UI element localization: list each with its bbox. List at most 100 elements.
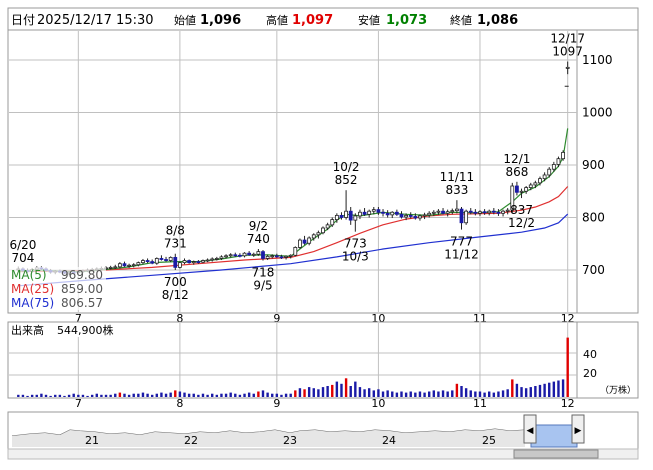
volume-bar (155, 393, 159, 397)
volume-bar (303, 389, 306, 397)
candle-body (551, 164, 556, 170)
candle (228, 253, 233, 258)
candle (487, 209, 492, 216)
candle-body (145, 260, 150, 262)
candle-body (270, 255, 275, 258)
candle-body (459, 208, 464, 224)
candle (551, 161, 556, 172)
candle (214, 256, 219, 261)
volume-bar (372, 390, 375, 397)
candle-body (321, 227, 325, 234)
candle (482, 209, 487, 215)
annotation-date: 6/20 (9, 238, 36, 252)
volume-bar (427, 391, 431, 397)
candle (284, 255, 288, 260)
annotation-date: 777 (450, 235, 473, 249)
candle-body (454, 208, 459, 212)
candle (348, 207, 353, 225)
candle (422, 212, 427, 220)
volume-bar (344, 378, 348, 397)
volume-bar (418, 391, 422, 397)
annotation-price: 8/12 (162, 288, 189, 302)
high-label: 高値 (266, 13, 288, 27)
volume-bar (238, 394, 242, 397)
candle-body (538, 178, 542, 184)
candle (445, 209, 450, 217)
candle-body (547, 168, 552, 176)
annotation-price: 731 (164, 237, 187, 251)
volume-bar (561, 379, 565, 397)
candle-body (141, 260, 145, 264)
navigator-left-handle-box[interactable] (523, 414, 537, 444)
candle-body (371, 209, 376, 212)
candle-body (205, 259, 210, 262)
volume-tick-40: 40 (583, 348, 597, 361)
close-label: 終値 (450, 13, 472, 27)
annotation-price: 740 (247, 232, 270, 246)
candle-body (441, 210, 445, 214)
volume-bar (21, 394, 25, 397)
volume-bar (497, 391, 500, 397)
ma75-legend-value: 806.57 (61, 296, 103, 310)
volume-bar (294, 390, 297, 397)
candle-body (251, 253, 256, 256)
price-month-label: 8 (176, 312, 183, 325)
candle-body (131, 264, 136, 267)
price-tick-700: 700 (582, 263, 605, 277)
candle (233, 252, 238, 257)
volume-bar (492, 392, 496, 397)
horizontal-scrollbar[interactable] (7, 448, 639, 460)
candle-body (556, 158, 561, 165)
volume-bar (464, 388, 468, 397)
candle-body (122, 263, 127, 267)
ma-legend-box (9, 267, 106, 310)
candle-body (224, 255, 228, 258)
candle-body (505, 209, 510, 212)
navigator-selection[interactable] (530, 424, 578, 448)
candle-body (501, 210, 505, 214)
volume-bar (367, 388, 371, 397)
candle (427, 211, 432, 218)
ma25-legend-label: MA(25) (11, 282, 54, 296)
volume-bar (381, 391, 385, 397)
navigator-left-handle[interactable]: ◀ (523, 414, 537, 444)
range-navigator[interactable]: 21 22 23 24 25 ◀ ▶ (7, 411, 639, 450)
navigator-right-handle[interactable]: ▶ (571, 414, 585, 444)
candle (362, 208, 367, 216)
volume-bar (63, 395, 66, 397)
candle (325, 222, 330, 231)
scrollbar-track[interactable] (7, 448, 639, 460)
volume-bar (548, 382, 551, 397)
volume-bar (30, 394, 34, 397)
volume-value: 544,900株 (57, 323, 114, 337)
volume-bar (243, 393, 246, 397)
volume-bar (164, 393, 168, 397)
ma75-legend-label: MA(75) (11, 296, 54, 310)
candle (113, 264, 118, 269)
volume-bar (58, 394, 62, 397)
volume-bar (44, 394, 48, 397)
volume-bar (252, 393, 255, 397)
candle-body (427, 212, 432, 216)
candle (307, 236, 312, 246)
candle (358, 209, 362, 220)
volume-bar (552, 381, 556, 397)
annotation-date: 773 (344, 237, 367, 251)
navigator-label-24: 24 (382, 434, 396, 447)
volume-bar (469, 390, 472, 397)
volume-bar (109, 394, 112, 397)
volume-bar (280, 394, 283, 397)
candle (390, 211, 395, 219)
ma5-legend-value: 969.80 (61, 268, 103, 282)
scrollbar-thumb[interactable] (513, 449, 599, 459)
candle (150, 259, 155, 265)
annotation-price: 833 (445, 183, 468, 197)
candle (141, 258, 145, 265)
volume-bar (488, 391, 491, 397)
volume-bar (534, 386, 537, 397)
navigator-right-handle-box[interactable] (571, 414, 585, 444)
candle-body (478, 211, 482, 214)
volume-bar (123, 393, 126, 397)
candle (201, 259, 205, 264)
price-panel (7, 29, 639, 314)
